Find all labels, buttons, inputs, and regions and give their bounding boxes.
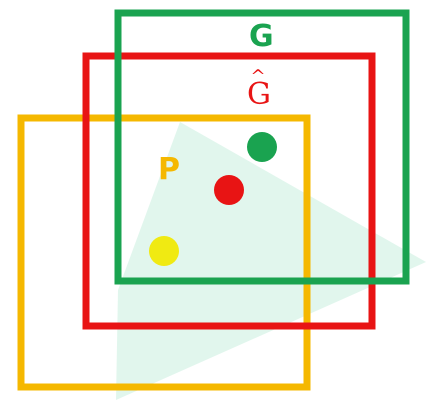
ground-truth-label: G xyxy=(249,19,274,54)
predicted-label: ^ G xyxy=(247,68,271,112)
ground-truth-box xyxy=(114,9,410,285)
predicted-box xyxy=(82,52,376,330)
proposal-label: P xyxy=(158,152,180,187)
proposal-box xyxy=(17,114,311,391)
predicted-label-accent: ^ xyxy=(250,66,266,87)
background-triangle xyxy=(116,122,426,400)
proposal-point xyxy=(149,236,179,266)
predicted-point xyxy=(214,175,244,205)
predicted-label-base: G xyxy=(247,77,271,112)
ground-truth-point xyxy=(247,132,277,162)
